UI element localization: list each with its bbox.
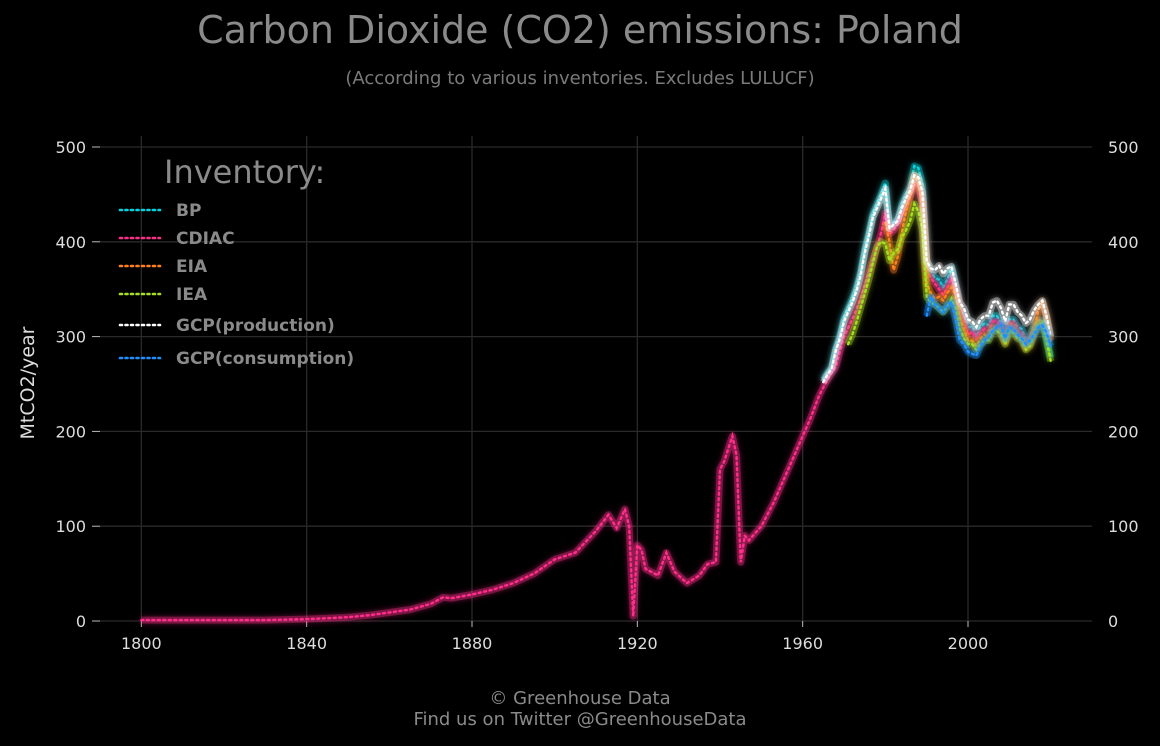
y-tick-label-left: 500 [55,138,86,157]
y-tick-label-left: 100 [55,517,86,536]
x-tick-label: 1800 [121,634,162,653]
legend-item: EIA [118,257,208,277]
series-lines [140,162,1055,624]
y-tick-label-right: 400 [1108,233,1139,252]
chart-subtitle: (According to various inventories. Exclu… [345,68,815,89]
series-line [925,293,1052,358]
series-line [140,183,1044,622]
legend-label: GCP(consumption) [176,349,354,369]
legend-label: IEA [176,285,208,305]
legend-label: CDIAC [176,229,235,249]
copyright-text: © Greenhouse Data [489,688,671,709]
y-tick-label-right: 100 [1108,517,1139,536]
y-tick-label-left: 400 [55,233,86,252]
y-tick-label-left: 300 [55,328,86,347]
x-tick-label: 1880 [452,634,493,653]
legend-item: CDIAC [118,229,235,249]
y-tick-label-left: 0 [76,612,86,631]
chart-title: Carbon Dioxide (CO2) emissions: Poland [197,8,963,52]
legend-item: BP [118,201,201,221]
legend-label: BP [176,201,201,221]
legend-item: GCP(production) [118,316,335,336]
legend-label: GCP(production) [176,316,335,336]
grid [100,136,1092,622]
y-tick-label-right: 500 [1108,138,1139,157]
legend-label: EIA [176,257,208,277]
legend-item: IEA [118,285,208,305]
legend-title: Inventory: [164,153,325,191]
y-axis-label: MtCO2/year [17,326,39,439]
axes: 1800 1840 1880 1920 1960 2000 0 0 100 100 200 200 30… [55,138,1138,653]
x-tick-label: 1920 [617,634,658,653]
series-gcp-production- [820,171,1055,384]
x-tick-label: 1960 [782,634,823,653]
y-tick-label-right: 0 [1108,612,1118,631]
x-tick-label: 1840 [286,634,327,653]
series-glow [141,181,1046,624]
y-tick-label-right: 200 [1108,422,1139,441]
series-line [822,173,1052,384]
y-tick-label-right: 300 [1108,328,1139,347]
legend-item: GCP(consumption) [118,349,354,369]
x-tick-label: 2000 [948,634,989,653]
footer: © Greenhouse Data Find us on Twitter @Gr… [0,688,1160,730]
twitter-credit: Find us on Twitter @GreenhouseData [413,709,747,730]
series-gcp-consumption- [923,293,1055,360]
y-tick-label-left: 200 [55,422,86,441]
series-cdiac [140,181,1046,624]
legend: Inventory: BP CDIAC EIA IEA GCP(production) GC… [118,153,354,369]
